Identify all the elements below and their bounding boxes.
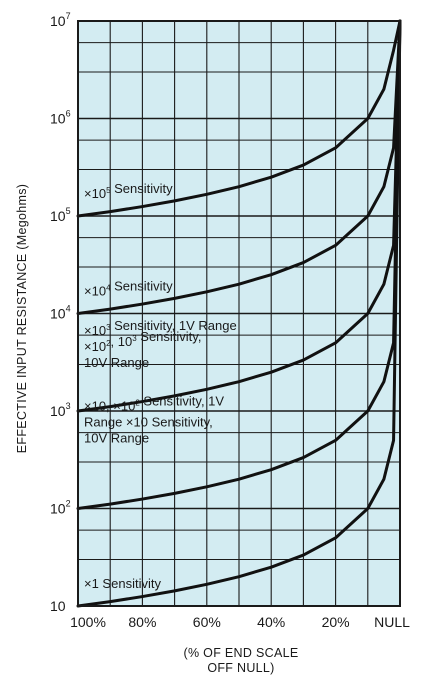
series-5-label-line-1: ×1 Sensitivity — [84, 576, 161, 591]
series-4-label-line-1: ×10, ×102 Sensitivity, 1V — [84, 394, 224, 414]
series-3-label-line-2: ×102, 103 Sensitivity, — [84, 329, 201, 354]
x-axis-title-line-1: (% OF END SCALE — [184, 646, 299, 660]
y-tick-label: 104 — [50, 304, 71, 322]
series-5-curve — [76, 19, 402, 608]
series-2-curve — [76, 19, 402, 315]
x-tick-labels: 100% 80% 60% 40% 20% NULL — [70, 614, 410, 630]
series-4-label-line-2: Range ×10 Sensitivity, — [84, 415, 213, 430]
curve-labels: ×105 Sensitivity ×104 Sensitivity ×103 Sen… — [84, 181, 237, 591]
series-4-curve — [76, 19, 402, 510]
series-3-label-line-3: 10V Range — [84, 355, 149, 370]
y-axis-title: EFFECTIVE INPUT RESISTANCE (Megohms) — [15, 184, 29, 453]
plot-frame — [77, 20, 401, 607]
series-3-curve — [76, 19, 402, 413]
y-tick-label: 102 — [50, 499, 71, 517]
x-tick-label: 60% — [193, 614, 221, 630]
x-tick-label: 20% — [322, 614, 350, 630]
x-tick-label: NULL — [374, 614, 410, 630]
y-tick-label: 105 — [50, 206, 71, 224]
series-2-label-line-1: ×104 Sensitivity — [84, 279, 173, 299]
x-tick-label: 80% — [128, 614, 156, 630]
x-tick-label: 40% — [257, 614, 285, 630]
y-tick-label: 103 — [50, 401, 71, 419]
y-tick-label: 10 — [50, 598, 66, 614]
x-tick-label: 100% — [70, 614, 106, 630]
y-tick-label: 106 — [50, 109, 71, 127]
series-3-label-line-1: ×103 Sensitivity, 1V Range — [84, 318, 237, 338]
series-1-label-line-1: ×105 Sensitivity — [84, 181, 173, 201]
series-4-label-line-3: 10V Range — [84, 431, 149, 446]
x-axis-title-line-2: OFF NULL) — [207, 661, 274, 675]
series-1-curve — [76, 19, 402, 218]
y-tick-labels: 10 102 103 104 105 106 107 — [50, 11, 71, 614]
curves — [76, 19, 402, 608]
y-tick-label: 107 — [50, 11, 71, 29]
